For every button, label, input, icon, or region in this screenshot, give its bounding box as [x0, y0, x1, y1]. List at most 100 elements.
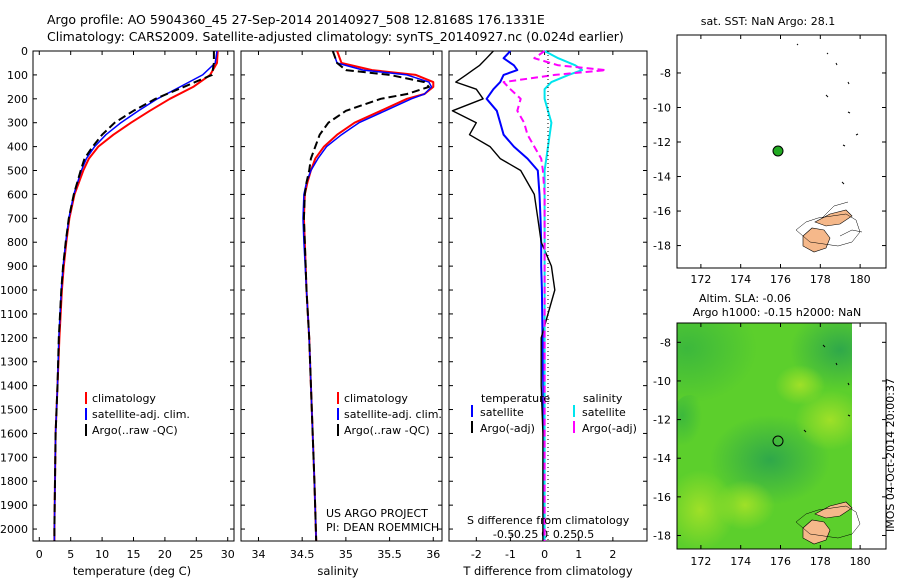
x-tick-label: 0	[36, 548, 43, 561]
legend-argo-raw: Argo(..raw -QC)	[92, 424, 178, 437]
x-top-tick-label: 0.5	[577, 528, 595, 541]
depth-tick-label: 1800	[0, 475, 28, 488]
x-tick-label: 2	[609, 548, 616, 561]
climatology-line	[302, 50, 435, 542]
x-tick-label: 25	[189, 548, 203, 561]
legend-argo-raw: Argo(..raw -QC)	[344, 424, 430, 437]
depth-tick-label: 800	[7, 236, 28, 249]
x-tick-label: 36	[426, 548, 440, 561]
imos-timestamp: IMOS 04-Oct-2014 20:00:37	[884, 378, 897, 532]
depth-tick-label: 400	[7, 141, 28, 154]
satellite-adj-line	[53, 50, 218, 541]
figure-title-line1: Argo profile: AO 5904360_45 27-Sep-2014 …	[47, 12, 545, 27]
map-y-tick-label: -14	[653, 452, 671, 465]
legend-temperature: climatology satellite-adj. clim. Argo(..…	[85, 392, 190, 437]
x-tick-label: -2	[471, 548, 482, 561]
x-tick-label: 15	[127, 548, 141, 561]
map-x-tick-label: 172	[690, 273, 711, 286]
x-tick-label: 34.5	[290, 548, 315, 561]
legend-climatology: climatology	[344, 392, 408, 405]
sst-map-frame	[676, 34, 887, 269]
project-credit: US ARGO PROJECT	[326, 507, 428, 520]
small-islands	[796, 43, 859, 433]
depth-tick-label: 1500	[0, 404, 28, 417]
depth-tick-label: 100	[7, 69, 28, 82]
legend-salinity: climatology satellite-adj. clim. Argo(..…	[337, 392, 442, 437]
depth-tick-label: 1200	[0, 332, 28, 345]
map-y-tick-label: -12	[653, 136, 671, 149]
sst-map-title: sat. SST: NaN Argo: 28.1	[701, 15, 835, 28]
map-x-tick-label: 178	[810, 273, 831, 286]
map-x-tick-label: 174	[730, 273, 751, 286]
map-x-tick-label: 180	[850, 555, 871, 568]
depth-tick-label: 1000	[0, 284, 28, 297]
x-tick-label: 10	[95, 548, 109, 561]
argo-line	[302, 50, 430, 542]
fiji-land-sst	[795, 201, 863, 253]
salinity-panel-frame	[240, 50, 443, 542]
figure-title-line2: Climatology: CARS2009. Satellite-adjuste…	[47, 29, 624, 44]
x-tick-label: 1	[575, 548, 582, 561]
difference-top-axis-label: S difference from climatology	[467, 514, 630, 527]
map-y-tick-label: -16	[653, 205, 671, 218]
map-x-tick-label: 172	[690, 555, 711, 568]
x-tick-label: 35	[339, 548, 353, 561]
climatology-line	[53, 50, 219, 541]
sal-argo-line	[502, 50, 607, 541]
temperature-axis-label: temperature (deg C)	[73, 564, 191, 578]
map-y-tick-label: -18	[653, 529, 671, 542]
depth-tick-label: 1400	[0, 380, 28, 393]
map-x-tick-label: 176	[770, 273, 791, 286]
depth-tick-label: 900	[7, 260, 28, 273]
depth-tick-label: 200	[7, 93, 28, 106]
map-x-tick-label: 180	[850, 273, 871, 286]
sla-map-frame	[676, 322, 887, 550]
x-tick-label: 20	[158, 548, 172, 561]
x-tick-label: 35.5	[377, 548, 402, 561]
map-x-tick-label: 176	[770, 555, 791, 568]
legend-climatology: climatology	[92, 392, 156, 405]
depth-tick-label: 1600	[0, 427, 28, 440]
sla-map-subtitle: Argo h1000: -0.15 h2000: NaN	[693, 306, 862, 319]
legend-satellite-adj: satellite-adj. clim.	[344, 408, 442, 421]
sla-map-title: Altim. SLA: -0.06	[699, 292, 791, 305]
x-top-tick-label: 0.25	[553, 528, 578, 541]
legend-title-salinity: salinity	[583, 392, 623, 405]
map-x-tick-label: 178	[810, 555, 831, 568]
legend-sal-satellite: satellite	[582, 406, 626, 419]
salinity-axis-label: salinity	[317, 564, 358, 578]
depth-tick-label: 300	[7, 117, 28, 130]
x-tick-label: -1	[505, 548, 516, 561]
legend-satellite-adj: satellite-adj. clim.	[92, 408, 190, 421]
argo-location-marker-sst	[772, 145, 784, 157]
x-tick-label: 34	[251, 548, 265, 561]
x-tick-label: 0	[541, 548, 548, 561]
depth-tick-label: 700	[7, 212, 28, 225]
legend-sal-argo: Argo(-adj)	[582, 422, 637, 435]
t-difference-axis-label: T difference from climatology	[462, 564, 633, 578]
map-y-tick-label: -10	[653, 101, 671, 114]
legend-temp-argo: Argo(-adj)	[480, 422, 535, 435]
fiji-land-sla	[795, 501, 861, 545]
depth-tick-label: 500	[7, 165, 28, 178]
map-y-tick-label: -18	[653, 240, 671, 253]
sal-satellite-line	[543, 50, 584, 541]
x-tick-label: 30	[221, 548, 235, 561]
satellite-adj-line	[302, 50, 433, 542]
map-y-tick-label: -12	[653, 414, 671, 427]
temperature-panel-frame	[32, 50, 235, 542]
depth-tick-label: 1700	[0, 451, 28, 464]
sla-heatmap	[677, 323, 852, 549]
x-top-tick-label: -0.5	[493, 528, 514, 541]
depth-tick-label: 0	[21, 45, 28, 58]
map-y-tick-label: -8	[660, 336, 671, 349]
map-x-tick-label: 174	[730, 555, 751, 568]
argo-line	[53, 51, 215, 541]
depth-tick-label: 2000	[0, 523, 28, 536]
depth-tick-label: 600	[7, 188, 28, 201]
depth-tick-label: 1300	[0, 356, 28, 369]
depth-tick-label: 1900	[0, 499, 28, 512]
map-y-tick-label: -8	[660, 67, 671, 80]
legend-difference: temperature salinity satellite Argo(-adj…	[471, 392, 637, 435]
